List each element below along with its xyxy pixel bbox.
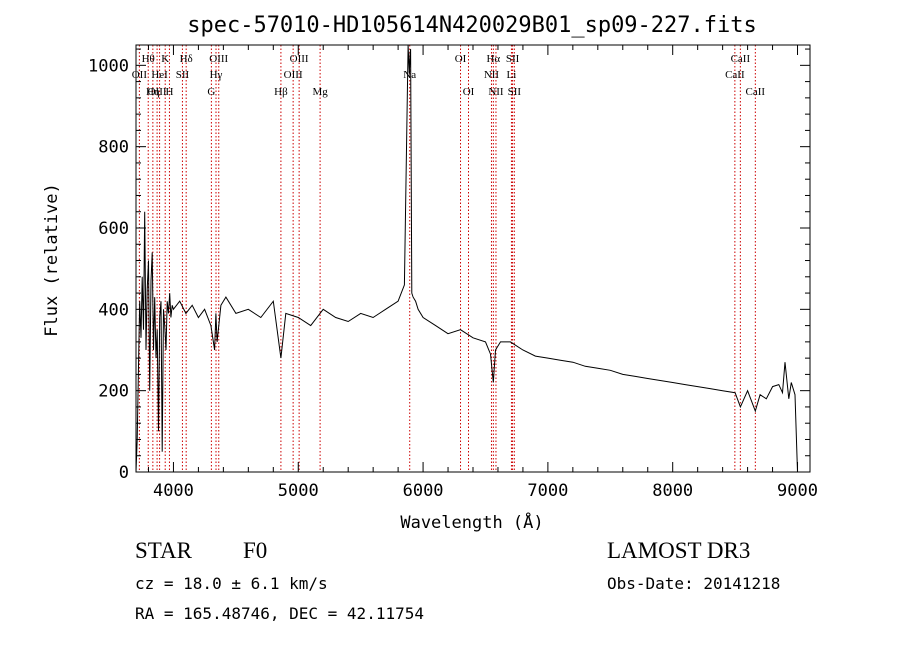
y-tick-label-1: 200 xyxy=(98,382,129,402)
line-label-3: Hη xyxy=(146,86,160,98)
line-label-2: OIII xyxy=(148,86,167,98)
line-label-11: G xyxy=(207,86,215,98)
line-label-9: OIII xyxy=(209,53,228,65)
observation-date: Obs-Date: 20141218 xyxy=(607,574,781,593)
spectral-line-markers xyxy=(138,45,756,472)
x-tick-label-0: 4000 xyxy=(153,481,194,501)
line-label-13: OIII xyxy=(284,69,303,81)
line-label-7: SII xyxy=(176,69,190,81)
line-label-23: NII xyxy=(488,86,504,98)
x-axis: 4000 5000 6000 7000 8000 9000 xyxy=(147,45,818,501)
x-tick-label-3: 7000 xyxy=(527,481,568,501)
line-label-20: SII xyxy=(506,53,520,65)
line-label-15: Mg xyxy=(312,86,328,98)
object-subclass: F0 xyxy=(243,538,268,563)
line-label-6: H xyxy=(165,86,173,98)
line-label-4: K xyxy=(161,53,169,65)
line-label-8: Hδ xyxy=(180,53,193,65)
spectrum-line xyxy=(135,44,798,473)
y-axis: 0 200 400 600 800 1000 xyxy=(88,48,810,483)
line-label-5: HeI xyxy=(151,69,168,81)
object-class: STAR xyxy=(135,538,192,563)
line-label-16: Na xyxy=(403,69,416,81)
x-axis-label: Wavelength (Å) xyxy=(400,511,543,533)
line-label-26: CaII xyxy=(725,69,745,81)
line-label-25: CaII xyxy=(731,53,751,65)
survey-name: LAMOST DR3 xyxy=(607,538,751,563)
y-tick-label-2: 400 xyxy=(98,300,129,320)
x-tick-label-2: 6000 xyxy=(403,481,444,501)
line-label-17: OI xyxy=(455,53,467,65)
line-label-14: Hβ xyxy=(274,86,288,98)
y-tick-label-5: 1000 xyxy=(88,56,129,76)
y-tick-label-0: 0 xyxy=(119,463,129,483)
line-label-10: Hγ xyxy=(210,69,223,81)
line-label-12: OIII xyxy=(290,53,309,65)
y-tick-label-3: 600 xyxy=(98,219,129,239)
line-label-19: Hα xyxy=(486,53,500,65)
line-label-22: Li xyxy=(507,69,517,81)
x-tick-label-4: 8000 xyxy=(652,481,693,501)
y-tick-label-4: 800 xyxy=(98,138,129,158)
x-tick-label-1: 5000 xyxy=(278,481,319,501)
coordinates: RA = 165.48746, DEC = 42.11754 xyxy=(135,604,424,623)
redshift-velocity: cz = 18.0 ± 6.1 km/s xyxy=(135,574,328,593)
line-label-27: CaII xyxy=(746,86,766,98)
line-label-24: SII xyxy=(508,86,522,98)
line-label-18: OI xyxy=(463,86,475,98)
x-tick-label-5: 9000 xyxy=(777,481,818,501)
line-label-21: NII xyxy=(484,69,500,81)
line-label-1: OII xyxy=(132,69,148,81)
line-label-0: Hθ xyxy=(142,53,155,65)
plot-frame xyxy=(135,44,811,473)
chart-title: spec-57010-HD105614N420029B01_sp09-227.f… xyxy=(187,13,757,38)
y-axis-label: Flux (relative) xyxy=(42,183,62,337)
